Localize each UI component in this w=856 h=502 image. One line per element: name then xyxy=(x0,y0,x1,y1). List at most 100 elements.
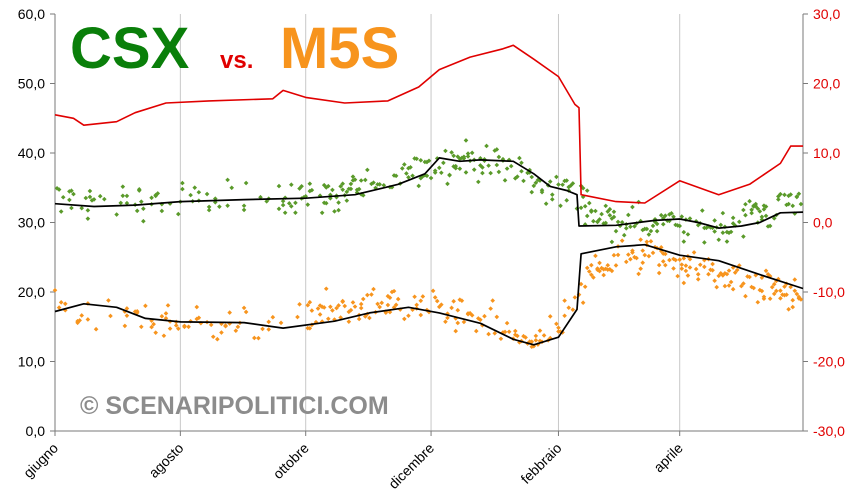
left-tick-label-1: 10,0 xyxy=(18,354,45,370)
csx-point-216 xyxy=(539,187,545,193)
m5s-point-306 xyxy=(741,281,746,286)
csx-point-352 xyxy=(771,216,777,221)
m5s-point-326 xyxy=(773,288,779,294)
csx-point-128 xyxy=(393,173,399,179)
csx-point-165 xyxy=(457,166,463,172)
csx-point-72 xyxy=(289,203,294,209)
m5s-point-211 xyxy=(586,269,592,274)
m5s-point-233 xyxy=(623,259,629,265)
csx-point-0 xyxy=(54,185,60,191)
csx-point-3 xyxy=(60,194,66,200)
csx-point-182 xyxy=(480,165,485,170)
m5s-point-26 xyxy=(153,330,158,335)
csx-point-335 xyxy=(749,210,754,216)
m5s-point-48 xyxy=(215,336,220,342)
csx-point-59 xyxy=(241,207,247,213)
csx-point-198 xyxy=(508,163,514,169)
csx-point-354 xyxy=(776,194,781,199)
m5s-average-line xyxy=(54,243,804,346)
m5s-point-96 xyxy=(350,300,356,305)
csx-point-195 xyxy=(502,178,508,183)
m5s-point-92 xyxy=(342,303,348,309)
m5s-point-7 xyxy=(77,318,82,323)
m5s-point-3 xyxy=(62,301,68,307)
m5s-point-171 xyxy=(504,320,510,326)
m5s-point-297 xyxy=(726,283,732,288)
csx-point-188 xyxy=(492,148,498,153)
m5s-point-298 xyxy=(726,268,732,273)
csx-point-133 xyxy=(406,175,411,180)
csx-point-282 xyxy=(652,219,658,225)
csx-point-145 xyxy=(424,159,430,165)
csx-point-67 xyxy=(280,202,286,208)
title-m5s: M5S xyxy=(280,16,399,81)
m5s-point-85 xyxy=(330,308,335,313)
m5s-point-302 xyxy=(732,270,738,275)
m5s-point-162 xyxy=(482,313,487,319)
m5s-point-140 xyxy=(436,304,442,310)
m5s-point-161 xyxy=(480,323,485,328)
csx-point-90 xyxy=(326,183,331,189)
m5s-point-143 xyxy=(445,311,450,316)
m5s-point-164 xyxy=(488,306,493,311)
csx-point-1 xyxy=(56,187,62,192)
csx-point-2 xyxy=(58,209,64,214)
csx-point-69 xyxy=(282,195,288,201)
csx-point-169 xyxy=(461,154,467,160)
csx-point-16 xyxy=(91,197,97,202)
csx-point-8 xyxy=(71,191,76,197)
m5s-point-157 xyxy=(469,313,475,318)
m5s-point-323 xyxy=(769,284,775,290)
m5s-point-21 xyxy=(139,324,144,330)
m5s-point-179 xyxy=(521,333,526,339)
m5s-point-262 xyxy=(671,256,676,262)
csx-point-117 xyxy=(362,177,368,183)
m5s-point-95 xyxy=(348,307,354,313)
csx-point-256 xyxy=(607,213,613,218)
csx-point-308 xyxy=(702,240,707,245)
m5s-point-280 xyxy=(695,271,701,277)
m5s-point-97 xyxy=(352,304,358,309)
m5s-point-219 xyxy=(597,260,602,266)
m5s-point-308 xyxy=(745,274,750,279)
csx-point-293 xyxy=(669,211,674,216)
csx-point-237 xyxy=(580,194,586,200)
csx-point-272 xyxy=(632,223,637,229)
m5s-point-330 xyxy=(778,288,783,293)
line-series xyxy=(54,44,804,346)
m5s-point-52 xyxy=(223,323,228,329)
m5s-point-212 xyxy=(589,262,594,268)
csx-point-307 xyxy=(700,208,705,213)
m5s-point-345 xyxy=(798,297,804,302)
csx-point-190 xyxy=(494,147,500,152)
csx-point-221 xyxy=(549,197,555,202)
m5s-point-266 xyxy=(677,257,683,262)
csx-point-330 xyxy=(741,234,746,239)
csx-point-254 xyxy=(603,220,609,226)
csx-point-158 xyxy=(447,172,452,178)
m5s-point-195 xyxy=(547,314,553,319)
csx-point-163 xyxy=(453,165,459,171)
csx-point-62 xyxy=(264,199,269,204)
csx-point-75 xyxy=(297,186,302,191)
csx-point-31 xyxy=(141,218,146,224)
csx-point-93 xyxy=(330,187,335,193)
m5s-point-43 xyxy=(196,315,202,321)
m5s-point-8 xyxy=(79,313,85,318)
csx-point-228 xyxy=(564,198,569,203)
m5s-point-111 xyxy=(377,304,382,310)
csx-point-201 xyxy=(517,155,522,161)
csx-point-39 xyxy=(167,201,173,206)
csx-point-341 xyxy=(755,206,761,211)
m5s-point-32 xyxy=(167,326,173,331)
m5s-point-213 xyxy=(589,272,594,278)
csx-point-131 xyxy=(402,162,407,167)
m5s-point-146 xyxy=(451,299,456,304)
csx-average-line xyxy=(54,157,804,229)
csx-point-107 xyxy=(348,181,354,187)
csx-point-101 xyxy=(340,181,345,187)
m5s-point-265 xyxy=(675,273,680,279)
csx-point-80 xyxy=(305,202,311,207)
m5s-point-172 xyxy=(506,329,512,335)
